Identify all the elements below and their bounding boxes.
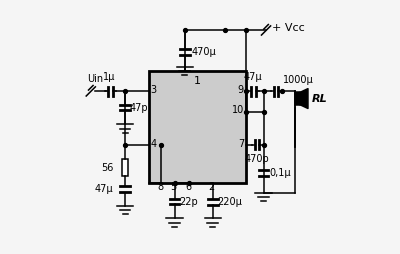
Text: 47µ: 47µ <box>94 184 113 194</box>
Text: 56: 56 <box>101 163 114 173</box>
Text: 0,1µ: 0,1µ <box>270 168 292 178</box>
Text: 10: 10 <box>232 105 244 116</box>
Text: 7: 7 <box>238 138 244 149</box>
Text: 2: 2 <box>208 182 214 192</box>
Text: 4: 4 <box>150 138 156 149</box>
Text: 22p: 22p <box>179 197 198 207</box>
Bar <box>295 92 300 105</box>
Text: 6: 6 <box>186 182 192 192</box>
Text: RL: RL <box>312 93 328 104</box>
Text: + Vcc: + Vcc <box>272 23 304 34</box>
Text: 8: 8 <box>158 182 164 192</box>
Bar <box>149 71 246 183</box>
Polygon shape <box>300 89 308 108</box>
Text: 1: 1 <box>194 76 201 86</box>
Bar <box>122 160 128 176</box>
Text: 47p: 47p <box>130 103 148 113</box>
Text: 470p: 470p <box>245 154 270 164</box>
Text: 47µ: 47µ <box>244 72 263 82</box>
Text: 1µ: 1µ <box>103 72 116 82</box>
Text: Uin: Uin <box>87 74 103 84</box>
Text: 470µ: 470µ <box>191 47 216 57</box>
Text: 220µ: 220µ <box>217 197 242 207</box>
Text: 9: 9 <box>238 85 244 95</box>
Text: 5: 5 <box>170 182 176 192</box>
Text: 1000µ: 1000µ <box>282 75 313 85</box>
Text: 3: 3 <box>150 85 156 95</box>
